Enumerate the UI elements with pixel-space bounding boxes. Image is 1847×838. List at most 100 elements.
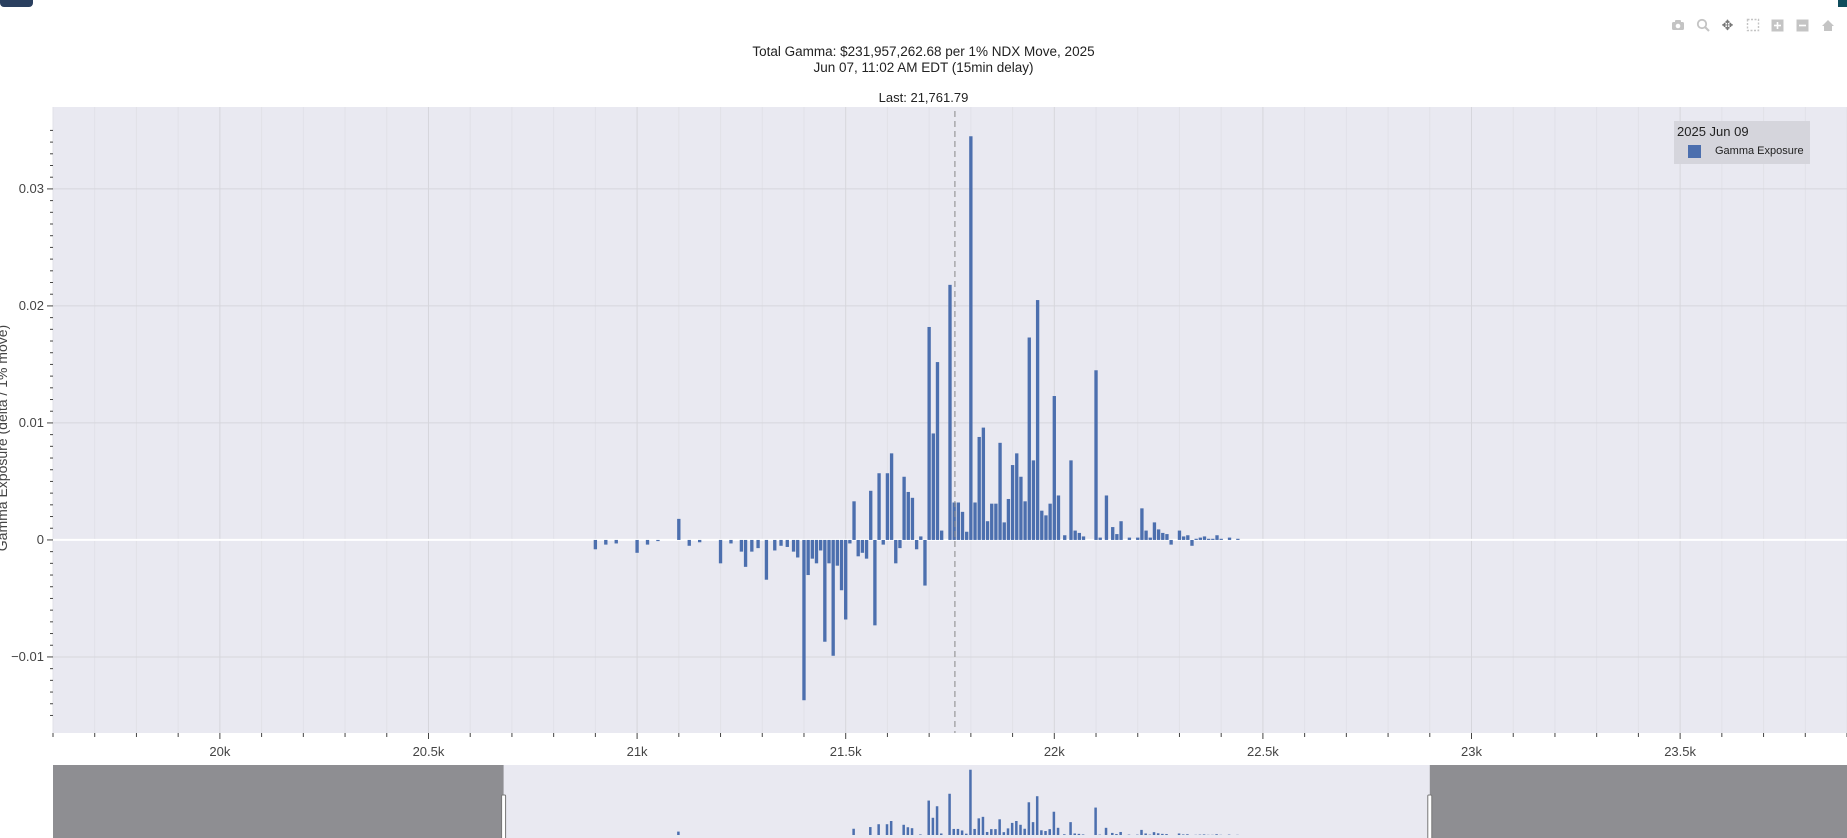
bar[interactable]	[919, 536, 923, 540]
bar[interactable]	[939, 530, 944, 540]
bar[interactable]	[1136, 537, 1140, 540]
bar[interactable]	[1015, 453, 1019, 540]
bar[interactable]	[785, 539, 789, 547]
bar[interactable]	[994, 503, 998, 540]
bar[interactable]	[910, 497, 915, 540]
bar[interactable]	[1140, 508, 1144, 540]
bar[interactable]	[1035, 300, 1040, 540]
bar[interactable]	[844, 539, 848, 620]
bar[interactable]	[1094, 370, 1098, 540]
bar[interactable]	[894, 539, 898, 564]
bar[interactable]	[848, 539, 852, 544]
bar[interactable]	[960, 511, 965, 540]
bar[interactable]	[1002, 522, 1006, 540]
bar[interactable]	[1081, 536, 1086, 540]
bar[interactable]	[635, 539, 639, 553]
bar[interactable]	[779, 539, 783, 546]
bar[interactable]	[869, 490, 873, 540]
legend-entry-label[interactable]: Gamma Exposure	[1715, 145, 1804, 157]
bar[interactable]	[764, 539, 769, 580]
bar[interactable]	[998, 442, 1002, 540]
bar[interactable]	[729, 539, 733, 544]
bar[interactable]	[935, 362, 940, 540]
bar[interactable]	[791, 539, 796, 552]
bar[interactable]	[802, 539, 806, 701]
bar[interactable]	[1119, 521, 1123, 540]
bar[interactable]	[902, 476, 906, 540]
bar[interactable]	[698, 539, 702, 543]
rangeslider-handle-right[interactable]	[1427, 794, 1433, 838]
bar[interactable]	[906, 491, 910, 540]
bar[interactable]	[1169, 539, 1173, 545]
bar[interactable]	[1211, 538, 1215, 540]
bar[interactable]	[1152, 522, 1157, 540]
zoom-icon[interactable]	[1691, 16, 1714, 34]
bar[interactable]	[1202, 536, 1207, 540]
bar[interactable]	[1190, 539, 1194, 546]
bar[interactable]	[1227, 537, 1232, 540]
bar[interactable]	[1236, 538, 1240, 540]
bar[interactable]	[898, 539, 902, 549]
bar[interactable]	[952, 502, 956, 540]
bar[interactable]	[856, 539, 860, 557]
bar[interactable]	[864, 539, 869, 559]
bar[interactable]	[593, 539, 598, 550]
bar[interactable]	[604, 539, 608, 545]
bar[interactable]	[1115, 534, 1119, 540]
bar[interactable]	[823, 539, 827, 642]
bar[interactable]	[873, 539, 877, 626]
bar[interactable]	[1006, 498, 1011, 540]
bar[interactable]	[1215, 535, 1219, 540]
bar[interactable]	[1069, 460, 1073, 540]
bar[interactable]	[818, 539, 823, 551]
bar[interactable]	[814, 539, 819, 564]
pan-icon[interactable]: ✥	[1721, 16, 1734, 33]
bar[interactable]	[973, 502, 977, 540]
bar[interactable]	[827, 539, 831, 564]
zoom-in-icon[interactable]	[1766, 16, 1789, 34]
bar[interactable]	[1148, 537, 1152, 540]
bar[interactable]	[687, 539, 691, 546]
bar[interactable]	[969, 136, 973, 540]
bar[interactable]	[614, 539, 618, 544]
home-icon[interactable]	[1816, 16, 1839, 34]
bar[interactable]	[948, 284, 952, 540]
bar[interactable]	[1104, 495, 1109, 540]
bar[interactable]	[1019, 476, 1023, 540]
bar[interactable]	[1023, 501, 1027, 540]
bar[interactable]	[743, 539, 748, 567]
bar[interactable]	[831, 539, 835, 656]
bar[interactable]	[981, 427, 986, 540]
bar[interactable]	[677, 518, 681, 540]
bar[interactable]	[1165, 534, 1169, 540]
bar[interactable]	[773, 539, 777, 551]
bar[interactable]	[927, 326, 931, 540]
bar[interactable]	[877, 473, 881, 540]
bar[interactable]	[1052, 396, 1056, 540]
bar[interactable]	[885, 473, 890, 540]
bar[interactable]	[1219, 538, 1223, 540]
bar[interactable]	[656, 539, 660, 542]
bar[interactable]	[806, 539, 810, 576]
bar[interactable]	[1044, 515, 1048, 540]
camera-icon[interactable]	[1666, 16, 1689, 34]
rangeslider-handle-left[interactable]	[501, 794, 507, 838]
bar[interactable]	[1181, 536, 1186, 540]
bar[interactable]	[931, 433, 935, 540]
bar[interactable]	[810, 539, 814, 559]
bar[interactable]	[1056, 495, 1061, 540]
bar[interactable]	[1156, 529, 1161, 540]
bar[interactable]	[1177, 530, 1182, 540]
legend-swatch[interactable]	[1688, 145, 1701, 158]
bar[interactable]	[889, 453, 894, 540]
bar[interactable]	[1040, 510, 1044, 540]
bar[interactable]	[1027, 337, 1031, 540]
bar[interactable]	[1186, 535, 1190, 540]
bar[interactable]	[1098, 537, 1102, 540]
bar[interactable]	[1161, 532, 1165, 540]
bar[interactable]	[1031, 460, 1036, 540]
bar[interactable]	[1077, 532, 1082, 540]
bar[interactable]	[756, 539, 760, 549]
bar[interactable]	[881, 539, 885, 545]
